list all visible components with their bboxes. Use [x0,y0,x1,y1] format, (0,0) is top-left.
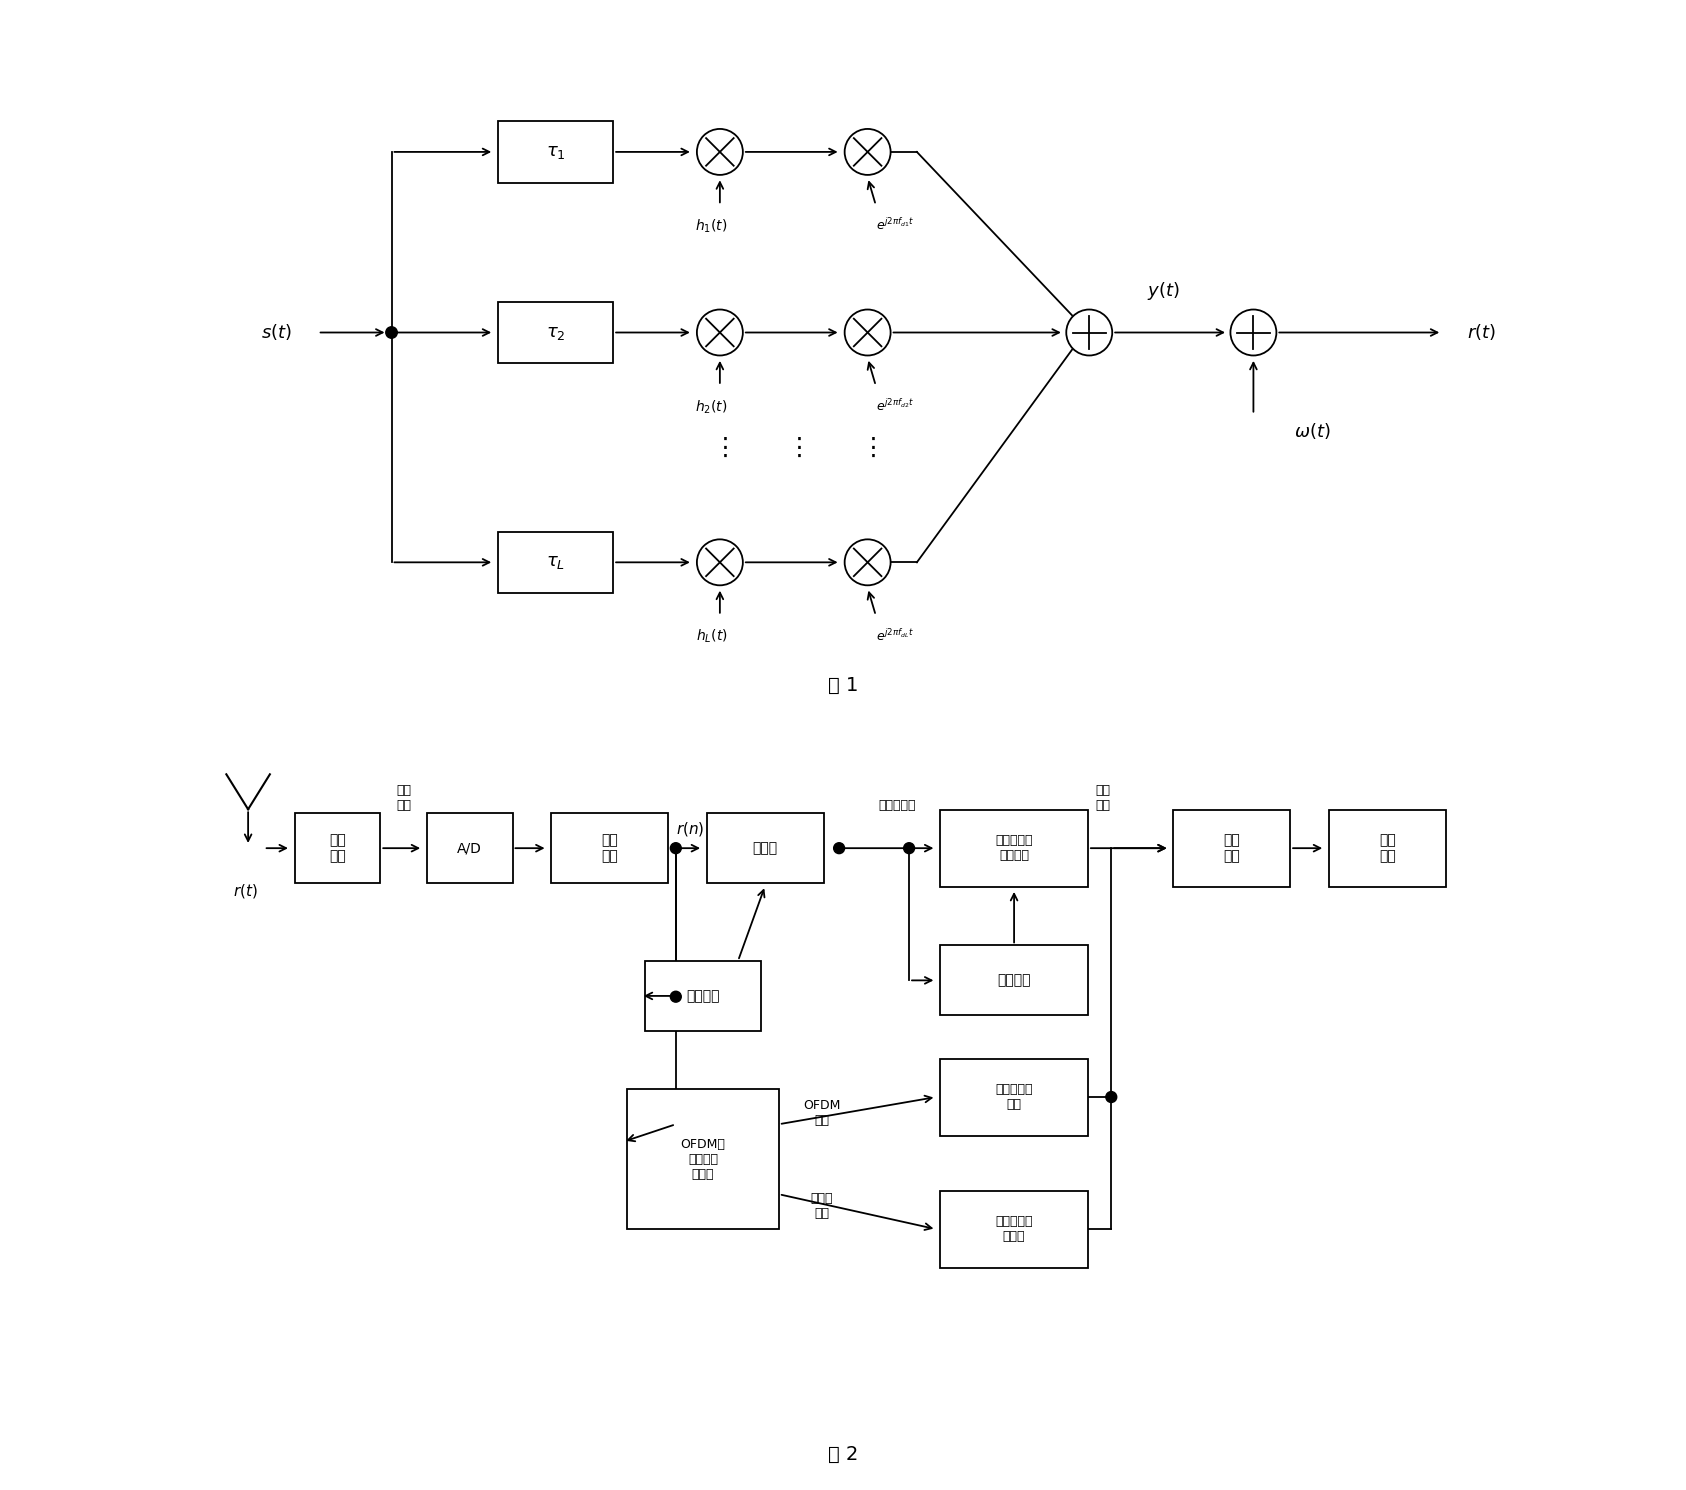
Text: $\tau_L$: $\tau_L$ [546,553,565,571]
Text: 子载波调制
识别: 子载波调制 识别 [995,1083,1034,1112]
Circle shape [1066,310,1113,356]
Text: A/D: A/D [457,842,482,855]
Text: 码元
序列: 码元 序列 [1096,784,1111,812]
Circle shape [671,991,681,1003]
Text: 中频
输出: 中频 输出 [396,784,411,812]
Circle shape [696,130,744,174]
Bar [499,121,614,183]
Text: 码元同步: 码元同步 [998,973,1030,988]
Text: 符号
判决: 符号 判决 [1224,833,1241,863]
Text: $h_2(t)$: $h_2(t)$ [695,398,728,416]
Bar [1173,809,1290,887]
Circle shape [671,843,681,854]
Bar [941,1191,1087,1268]
Bar [551,814,668,884]
Circle shape [833,843,845,854]
Text: 单载波调制
式识别: 单载波调制 式识别 [995,1216,1034,1243]
Bar [627,1089,779,1229]
Text: 单载波
信号: 单载波 信号 [811,1192,833,1220]
Text: $r(n)$: $r(n)$ [676,820,705,837]
Text: $\vdots$: $\vdots$ [786,435,801,459]
Circle shape [1231,310,1276,356]
Circle shape [845,310,890,356]
Text: $\vdots$: $\vdots$ [711,435,728,459]
Bar [941,809,1087,887]
Text: $r(t)$: $r(t)$ [233,882,258,900]
Circle shape [845,539,890,586]
Bar [941,1058,1087,1135]
Text: 复基带信号: 复基带信号 [878,799,915,812]
Circle shape [696,310,744,356]
Text: $\tau_1$: $\tau_1$ [546,143,565,161]
Text: 射频
前端: 射频 前端 [329,833,346,863]
Circle shape [1106,1092,1116,1103]
Text: $\omega(t)$: $\omega(t)$ [1295,422,1330,441]
Bar [1329,809,1445,887]
Circle shape [845,130,890,174]
Circle shape [696,539,744,586]
Bar [499,301,614,364]
Bar [499,532,614,593]
Bar [644,961,762,1031]
Bar [295,814,381,884]
Text: 匹配滤波器
采样同步: 匹配滤波器 采样同步 [995,834,1034,863]
Text: $h_1(t)$: $h_1(t)$ [695,218,728,235]
Text: $e^{j2\pi f_{d1}t}$: $e^{j2\pi f_{d1}t}$ [875,218,914,234]
Text: 正交
插值: 正交 插值 [602,833,619,863]
Text: 下变频: 下变频 [752,842,777,855]
Text: 图 2: 图 2 [828,1445,858,1465]
Text: $\tau_2$: $\tau_2$ [546,323,565,341]
Text: $h_L(t)$: $h_L(t)$ [696,627,727,645]
Bar [706,814,823,884]
Circle shape [386,326,398,338]
Bar [427,814,513,884]
Circle shape [904,843,914,854]
Text: 信息
处理: 信息 处理 [1379,833,1396,863]
Text: $e^{j2\pi f_{d2}t}$: $e^{j2\pi f_{d2}t}$ [875,398,914,414]
Text: 图 1: 图 1 [828,676,858,694]
Text: OFDM
信号: OFDM 信号 [803,1098,840,1126]
Text: $y(t)$: $y(t)$ [1146,280,1179,302]
Text: $e^{j2\pi f_{dL}t}$: $e^{j2\pi f_{dL}t}$ [875,627,914,644]
Bar [941,945,1087,1015]
Text: $\vdots$: $\vdots$ [860,435,875,459]
Text: 载波频率: 载波频率 [686,989,720,1003]
Text: OFDM与
单载波调
制识别: OFDM与 单载波调 制识别 [681,1138,725,1180]
Text: $s(t)$: $s(t)$ [261,322,292,343]
Text: $r(t)$: $r(t)$ [1467,322,1495,343]
